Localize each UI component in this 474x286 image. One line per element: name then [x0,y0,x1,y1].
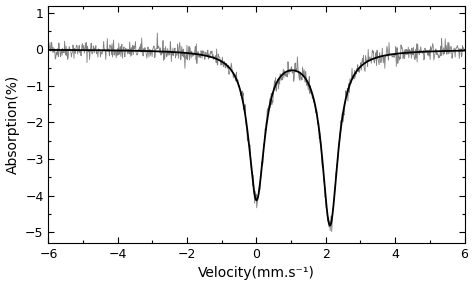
X-axis label: Velocity(mm.s⁻¹): Velocity(mm.s⁻¹) [198,267,315,281]
Y-axis label: Absorption(%): Absorption(%) [6,75,19,174]
